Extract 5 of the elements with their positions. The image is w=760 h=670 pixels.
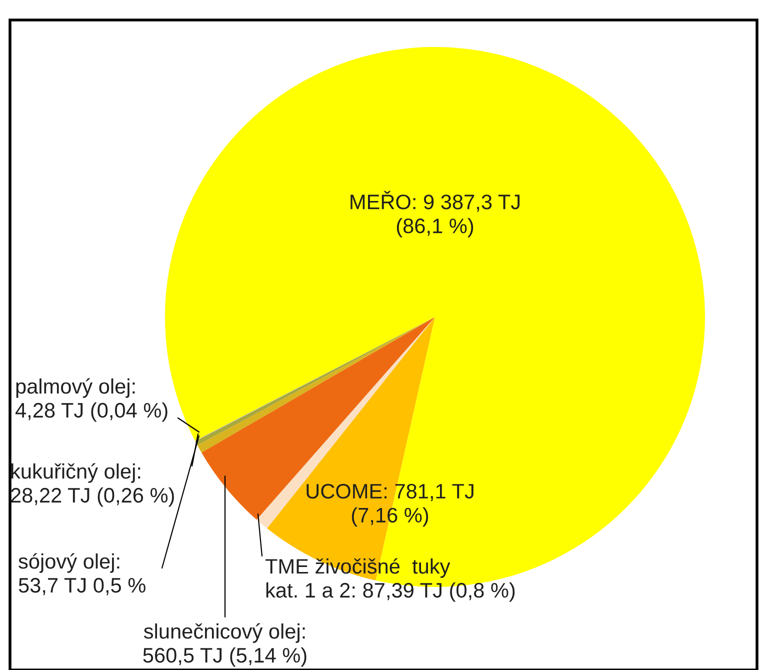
slice-label: MEŘO: 9 387,3 TJ (86,1 %) [350, 190, 520, 238]
slice-label: UCOME: 781,1 TJ (7,16 %) [306, 484, 474, 527]
slice-label: slunečnicový olej: 560,5 TJ (5,14 %) [143, 623, 306, 667]
slice-label: palmový olej: 4,28 TJ (0,04 %) [15, 378, 168, 422]
slice-label: sójový olej: 53,7 TJ 0,5 % [18, 553, 146, 596]
